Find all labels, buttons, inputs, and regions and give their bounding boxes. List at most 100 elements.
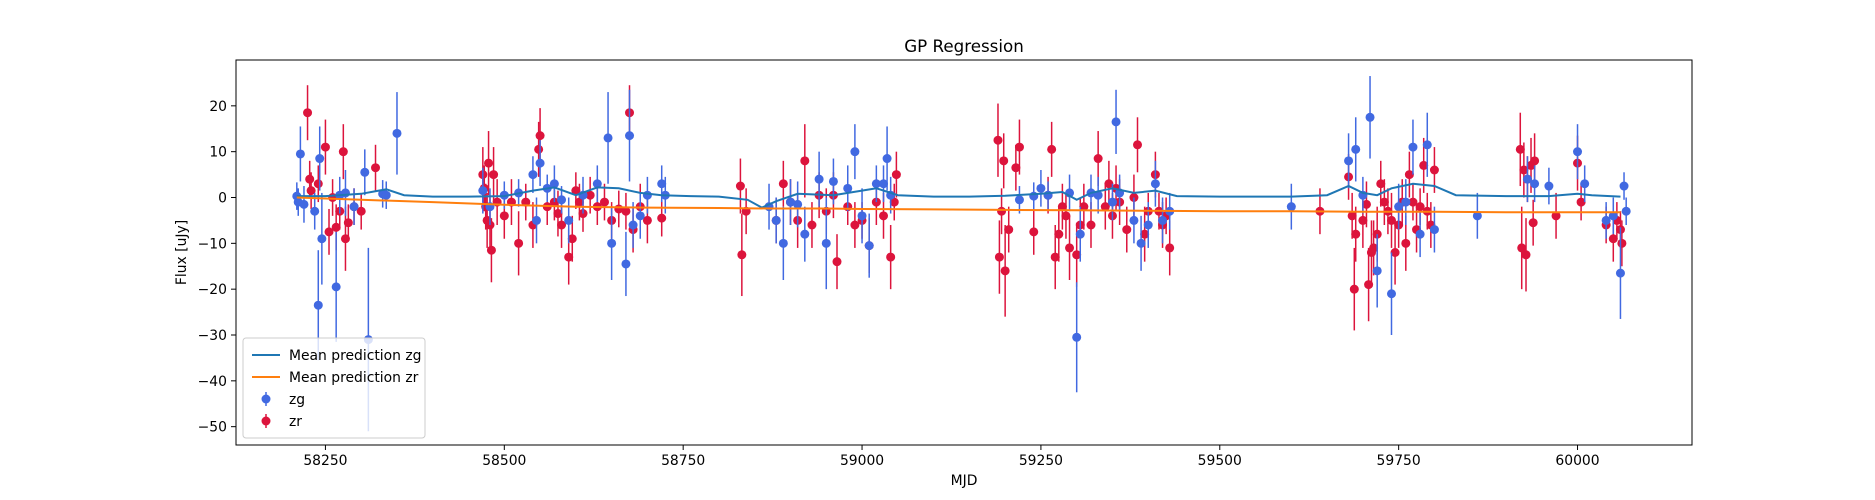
- zr-marker: [1093, 154, 1103, 164]
- zg-point: [1601, 202, 1611, 239]
- zr-point: [1014, 119, 1024, 175]
- zr-marker: [1515, 144, 1525, 154]
- zr-marker: [657, 213, 667, 223]
- zg-point: [800, 206, 810, 262]
- zg-marker: [1158, 215, 1168, 225]
- legend-label: Mean prediction zg: [289, 348, 421, 364]
- y-tick-label: −10: [198, 236, 227, 252]
- y-tick-label: 20: [209, 99, 227, 115]
- zg-marker: [1365, 112, 1375, 122]
- prediction-lines: [296, 182, 1621, 214]
- zr-marker: [1519, 165, 1529, 175]
- zg-point: [317, 192, 327, 285]
- legend-item: Mean prediction zg: [252, 348, 421, 364]
- zg-point: [607, 206, 617, 280]
- zg-point: [1619, 172, 1629, 200]
- zr-marker: [1347, 211, 1357, 221]
- zg-point: [635, 192, 645, 239]
- x-axis-label: MJD: [951, 473, 978, 489]
- zr-point: [1521, 218, 1531, 292]
- zr-marker: [534, 144, 544, 154]
- zr-point: [1390, 220, 1400, 285]
- zg-point: [625, 89, 635, 182]
- zg-point: [1036, 170, 1046, 207]
- legend-label: zg: [289, 392, 305, 408]
- zg-marker: [532, 215, 542, 225]
- zr-point: [1515, 112, 1525, 187]
- x-tick-label: 59000: [840, 453, 884, 469]
- zr-marker: [1100, 202, 1110, 212]
- zg-marker: [528, 170, 538, 180]
- zg-point: [331, 231, 341, 342]
- zr-marker: [621, 206, 631, 216]
- zr-point: [486, 218, 496, 283]
- zr-marker: [371, 163, 381, 173]
- zg-point: [1580, 165, 1590, 203]
- zr-marker: [1349, 284, 1359, 294]
- zg-point: [771, 197, 781, 244]
- zr-marker: [305, 174, 315, 184]
- zr-point: [1004, 206, 1014, 253]
- zr-marker: [994, 252, 1004, 262]
- zg-series: [292, 76, 1631, 432]
- zr-marker: [535, 131, 545, 141]
- zg-marker: [564, 215, 574, 225]
- zg-point: [621, 231, 631, 297]
- zg-marker: [1129, 215, 1139, 225]
- zg-point: [1344, 133, 1354, 189]
- zr-point: [343, 204, 353, 242]
- zg-marker: [1615, 268, 1625, 278]
- zg-marker: [857, 211, 867, 221]
- zg-point: [1351, 117, 1361, 182]
- zg-point: [1429, 206, 1439, 253]
- zg-marker: [360, 167, 370, 177]
- zg-marker: [864, 241, 874, 251]
- zr-point: [1361, 181, 1371, 228]
- zr-point: [735, 158, 745, 214]
- zr-marker: [879, 211, 889, 221]
- zg-marker: [1111, 117, 1121, 127]
- x-axis: 58250 58500 58750 59000 59250 59500 59750 60000: [303, 445, 1600, 469]
- zg-marker: [1093, 190, 1103, 200]
- zg-point: [882, 126, 892, 191]
- zr-point: [1551, 192, 1561, 239]
- zg-point: [1472, 192, 1482, 239]
- zg-marker: [478, 186, 488, 196]
- zr-marker: [331, 222, 341, 232]
- zg-point: [1075, 206, 1085, 262]
- zr-marker: [303, 108, 313, 118]
- x-tick-label: 59250: [1019, 453, 1063, 469]
- zr-marker: [1050, 252, 1060, 262]
- zr-marker: [1517, 243, 1527, 253]
- zr-marker: [1551, 211, 1561, 221]
- zg-point: [628, 202, 638, 248]
- zr-marker: [1521, 250, 1531, 260]
- zr-marker: [1404, 170, 1414, 180]
- zg-point: [1394, 183, 1404, 230]
- zr-point: [1404, 151, 1414, 198]
- zg-point: [564, 197, 574, 244]
- legend-item: Mean prediction zr: [252, 370, 419, 386]
- zr-marker: [1608, 234, 1618, 244]
- zg-marker: [557, 195, 567, 205]
- zr-marker: [1104, 179, 1114, 189]
- zg-marker: [657, 179, 667, 189]
- zg-marker: [771, 215, 781, 225]
- zg-marker: [1150, 179, 1160, 189]
- zg-marker: [1601, 215, 1611, 225]
- zg-point: [1107, 183, 1117, 221]
- zr-marker: [800, 156, 810, 166]
- zg-point: [1143, 202, 1153, 248]
- zr-point: [889, 183, 899, 221]
- zg-marker: [1530, 179, 1540, 189]
- zr-marker: [1047, 144, 1057, 154]
- zg-point: [871, 165, 881, 203]
- zr-marker: [1361, 199, 1371, 209]
- zr-marker: [1408, 197, 1418, 207]
- zg-marker: [850, 147, 860, 157]
- zr-marker: [1133, 140, 1143, 150]
- zg-marker: [535, 158, 545, 168]
- zr-marker: [1079, 202, 1089, 212]
- chart-title: GP Regression: [904, 36, 1024, 56]
- zg-point: [392, 92, 402, 175]
